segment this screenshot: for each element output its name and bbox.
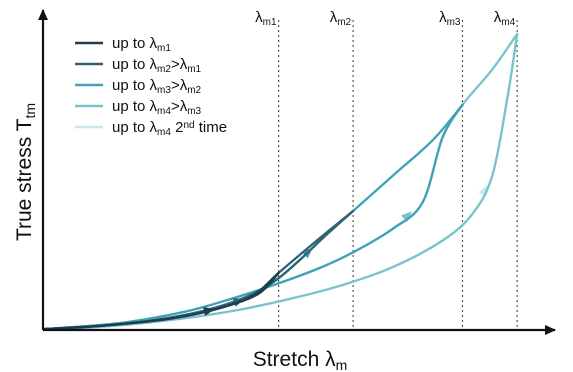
series-1-unloading-curve — [43, 271, 280, 331]
lambda-label-4: λm4 — [494, 9, 516, 28]
legend-item-1: up to λm1 — [75, 35, 171, 54]
legend-label: up to λm1 — [112, 35, 171, 54]
legend-item-5: up to λm4 2nd time — [75, 119, 227, 138]
series-2 — [43, 209, 355, 331]
legend-label: up to λm4 2nd time — [112, 119, 227, 138]
legend: up to λm1 up to λm2>λm1 up to λm3>λm2 up to… — [75, 35, 227, 138]
series-4-direction-arrow — [401, 211, 413, 223]
legend-label: up to λm2>λm1 — [112, 56, 202, 75]
labels: λm1 λm2 λm3 λm4 Stretch λm True stress Ttm — [13, 9, 516, 372]
series-1-direction-arrow — [203, 307, 215, 316]
series-4-unloading-curve — [43, 32, 519, 331]
series-3-unloading-curve — [43, 103, 464, 331]
legend-item-4: up to λm4>λm3 — [75, 98, 202, 117]
legend-item-2: up to λm2>λm1 — [75, 56, 202, 75]
series-2-unloading-curve — [43, 209, 355, 331]
legend-label: up to λm3>λm2 — [112, 77, 202, 96]
lambda-label-2: λm2 — [330, 9, 352, 28]
lambda-label-1: λm1 — [255, 9, 277, 28]
x-axis-label: Stretch λm — [253, 348, 348, 372]
legend-item-3: up to λm3>λm2 — [75, 77, 202, 96]
lambda-label-3: λm3 — [439, 9, 461, 28]
y-axis-label: True stress Ttm — [13, 103, 38, 241]
curves — [43, 32, 519, 331]
series-1 — [43, 271, 280, 331]
axes — [38, 9, 556, 335]
legend-label: up to λm4>λm3 — [112, 98, 202, 117]
reference-lines — [277, 20, 518, 329]
